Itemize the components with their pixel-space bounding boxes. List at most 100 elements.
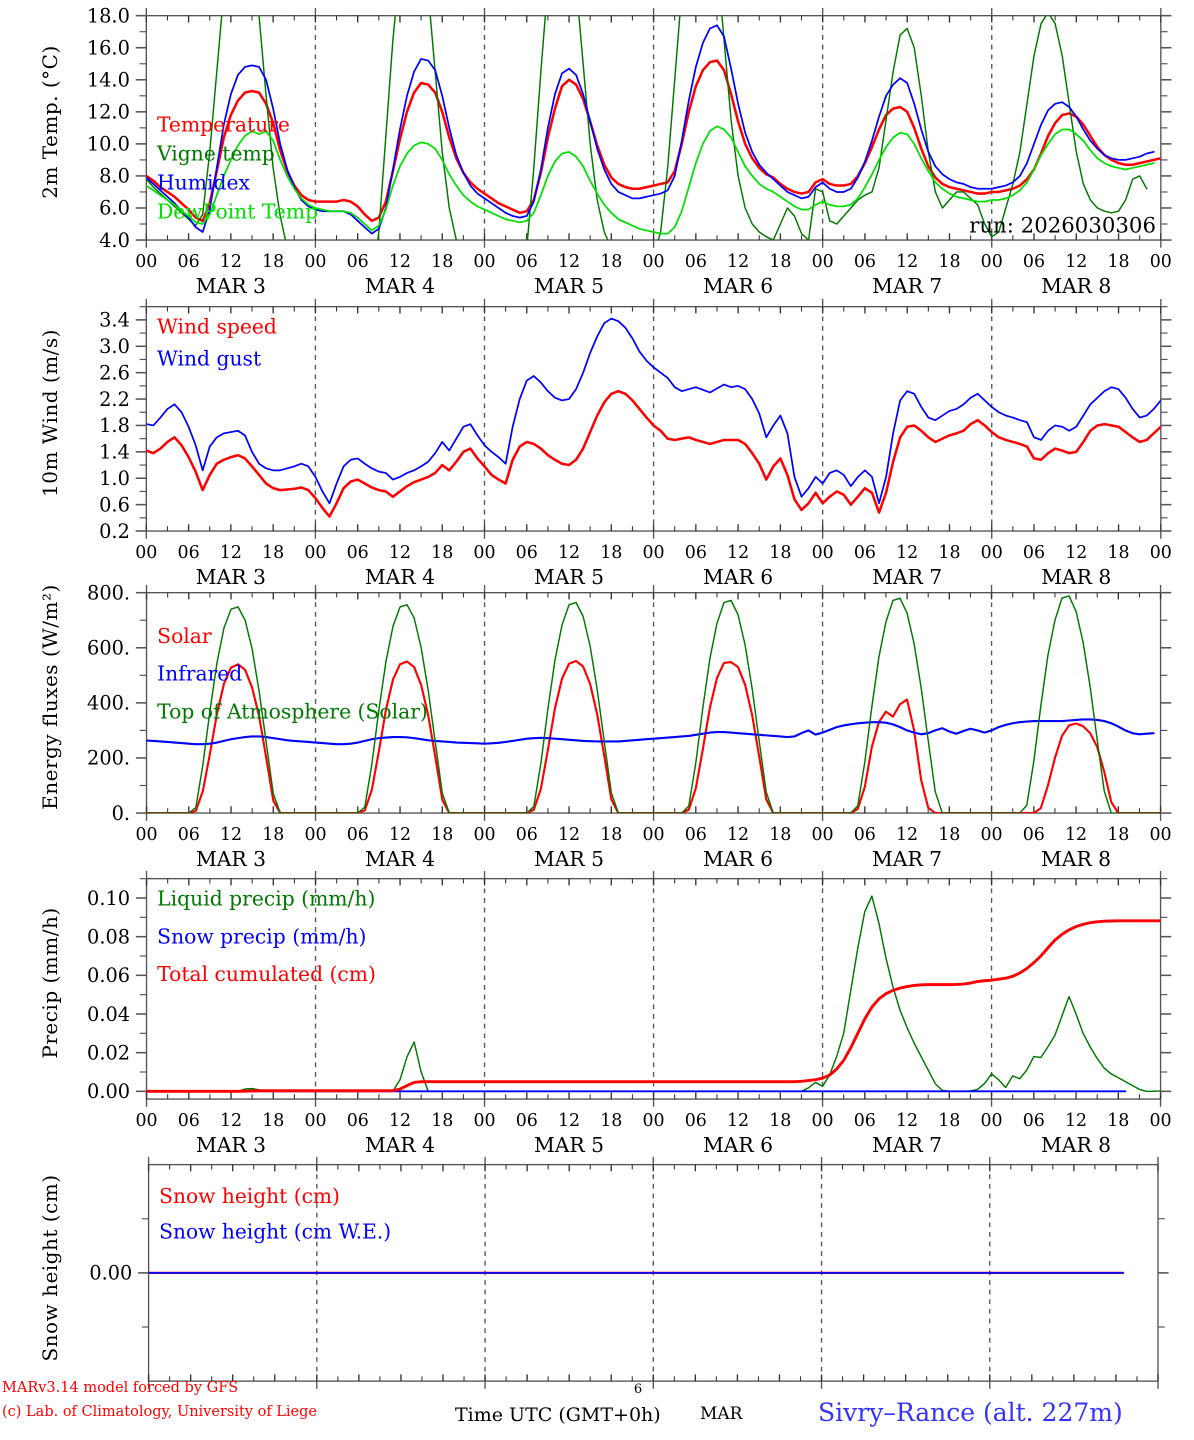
- x-hour-label: 06: [1023, 1111, 1045, 1131]
- x-day-label: MAR 3: [196, 565, 266, 589]
- y-tick-label: 2.6: [99, 361, 130, 384]
- x-hour-label: 12: [389, 825, 411, 845]
- x-hour-label: 18: [1107, 252, 1129, 272]
- x-day-label: MAR 7: [872, 847, 942, 871]
- x-hour-label: 06: [516, 825, 538, 845]
- x-hour-label: 00: [981, 252, 1003, 272]
- legend-label-snow_height-0: Snow height (cm): [159, 1184, 340, 1208]
- x-hour-label: 18: [769, 1111, 791, 1131]
- series-line-wind-1: [146, 317, 1161, 505]
- x-hour-label: 06: [178, 825, 200, 845]
- x-hour-label: 06: [347, 825, 369, 845]
- plot-svg-temperature: 4.0 6.0 8.0 10.0 12.0 14.0 16.0 18.0 Temperature…: [87, 6, 1172, 298]
- x-hour-label: 18: [769, 252, 791, 272]
- x-hour-label: 00: [812, 252, 834, 272]
- x-hour-label: 00: [473, 543, 495, 563]
- x-hour-label: 18: [262, 1111, 284, 1131]
- legend-label-energy_fluxes-1: Infrared: [157, 662, 242, 686]
- x-hour-label: 18: [769, 543, 791, 563]
- x-hour-label: 18: [938, 252, 960, 272]
- y-tick-label: 600.: [87, 637, 130, 660]
- x-hour-label: 12: [896, 1111, 918, 1131]
- x-hour-label: 12: [1065, 543, 1087, 563]
- x-day-label: MAR 5: [534, 274, 604, 298]
- y-tick-label: 10.0: [87, 133, 130, 156]
- x-hour-label: 18: [1107, 543, 1129, 563]
- y-tick-label: 0.2: [99, 520, 130, 543]
- x-hour-label: 06: [178, 543, 200, 563]
- x-day-label: MAR 6: [703, 274, 773, 298]
- x-hour-label: 12: [389, 252, 411, 272]
- legend-label-precip-2: Total cumulated (cm): [157, 962, 376, 986]
- x-hour-label: 00: [473, 1111, 495, 1131]
- legend-label-wind-0: Wind speed: [157, 315, 277, 339]
- footer-model-line: MARv3.14 model forced by GFS: [2, 1380, 239, 1396]
- y-tick-label: 0.04: [87, 1003, 130, 1026]
- y-tick-label: 0.10: [87, 887, 130, 910]
- x-hour-label: 18: [600, 543, 622, 563]
- x-hour-label: 00: [473, 825, 495, 845]
- x-day-label: MAR 7: [872, 274, 942, 298]
- x-hour-label: 18: [431, 1111, 453, 1131]
- x-hour-label: 18: [938, 1111, 960, 1131]
- legend-label-temperature-3: DewPoint Temp: [157, 200, 318, 224]
- x-day-label: MAR 7: [872, 1133, 942, 1157]
- x-hour-label: 12: [220, 543, 242, 563]
- x-hour-label: 06: [178, 252, 200, 272]
- x-hour-label: 06: [854, 252, 876, 272]
- panel-energy_fluxes: 0. 200. 400. 600. 800. Solar Infrared Top of At…: [0, 583, 1194, 873]
- x-hour-label: 00: [135, 252, 157, 272]
- legend-label-precip-1: Snow precip (mm/h): [157, 924, 366, 948]
- x-hour-label: 06: [347, 543, 369, 563]
- x-hour-label: 00: [1150, 543, 1172, 563]
- x-hour-label: 12: [558, 1111, 580, 1131]
- x-day-label: MAR 3: [196, 1133, 266, 1157]
- x-hour-label: 00: [811, 825, 833, 845]
- x-hour-label: 18: [431, 252, 453, 272]
- x-hour-label: 06: [347, 252, 369, 272]
- y-tick-label: 0.02: [87, 1041, 130, 1064]
- legend-label-energy_fluxes-2: Top of Atmosphere (Solar): [157, 699, 428, 723]
- x-day-label: MAR 4: [365, 274, 435, 298]
- panel-wind: 0.2 0.6 1.0 1.4 1.8 2.2 2.6 3.0 3.4 Wind speed Win…: [0, 297, 1194, 591]
- y-axis-title-temperature: 2m Temp. (°C): [38, 45, 62, 199]
- x-hour-label: 06: [854, 543, 876, 563]
- x-hour-label: 12: [727, 543, 749, 563]
- x-hour-label: 00: [980, 825, 1002, 845]
- footer-copyright-line: (c) Lab. of Climatology, University of L…: [2, 1404, 317, 1420]
- x-hour-label: 06: [685, 825, 707, 845]
- y-tick-label: 8.0: [99, 165, 130, 188]
- legend-label-temperature-0: Temperature: [157, 113, 290, 137]
- x-day-label: MAR 4: [365, 847, 435, 871]
- x-day-label: MAR 8: [1041, 565, 1111, 589]
- y-axis-title-energy_fluxes: Energy fluxes (W/m²): [38, 584, 62, 810]
- y-tick-label: 200.: [87, 747, 130, 770]
- x-day-label: MAR 8: [1041, 1133, 1111, 1157]
- x-hour-label: 00: [643, 252, 665, 272]
- y-tick-label: 0.00: [87, 1080, 130, 1103]
- x-hour-label: 18: [262, 825, 284, 845]
- x-day-label: MAR 4: [365, 1133, 435, 1157]
- x-hour-label: 06: [685, 1111, 707, 1131]
- x-day-label: MAR 5: [534, 1133, 604, 1157]
- series-line-temperature-2: [146, 24, 1155, 235]
- x-hour-label: 00: [304, 252, 326, 272]
- plot-svg-energy_fluxes: 0. 200. 400. 600. 800. Solar Infrared Top of At…: [87, 583, 1172, 871]
- x-day-label: MAR 8: [1041, 847, 1111, 871]
- x-day-label: MAR 5: [534, 565, 604, 589]
- x-hour-label: 06: [178, 1111, 200, 1131]
- legend-label-wind-1: Wind gust: [157, 347, 261, 371]
- x-hour-label: 12: [220, 1111, 242, 1131]
- x-hour-label: 12: [220, 825, 242, 845]
- x-hour-label: 12: [1065, 252, 1087, 272]
- x-hour-label: 06: [516, 543, 538, 563]
- y-tick-label: 0.06: [87, 964, 130, 987]
- x-hour-label: 00: [304, 1111, 326, 1131]
- y-tick-label: 800.: [87, 583, 130, 604]
- x-hour-label: 06: [516, 252, 538, 272]
- x-hour-label: 06: [854, 1111, 876, 1131]
- x-hour-label: 12: [1065, 1111, 1087, 1131]
- x-hour-label: 18: [600, 1111, 622, 1131]
- x-hour-label: 12: [558, 825, 580, 845]
- x-hour-label: 18: [600, 252, 622, 272]
